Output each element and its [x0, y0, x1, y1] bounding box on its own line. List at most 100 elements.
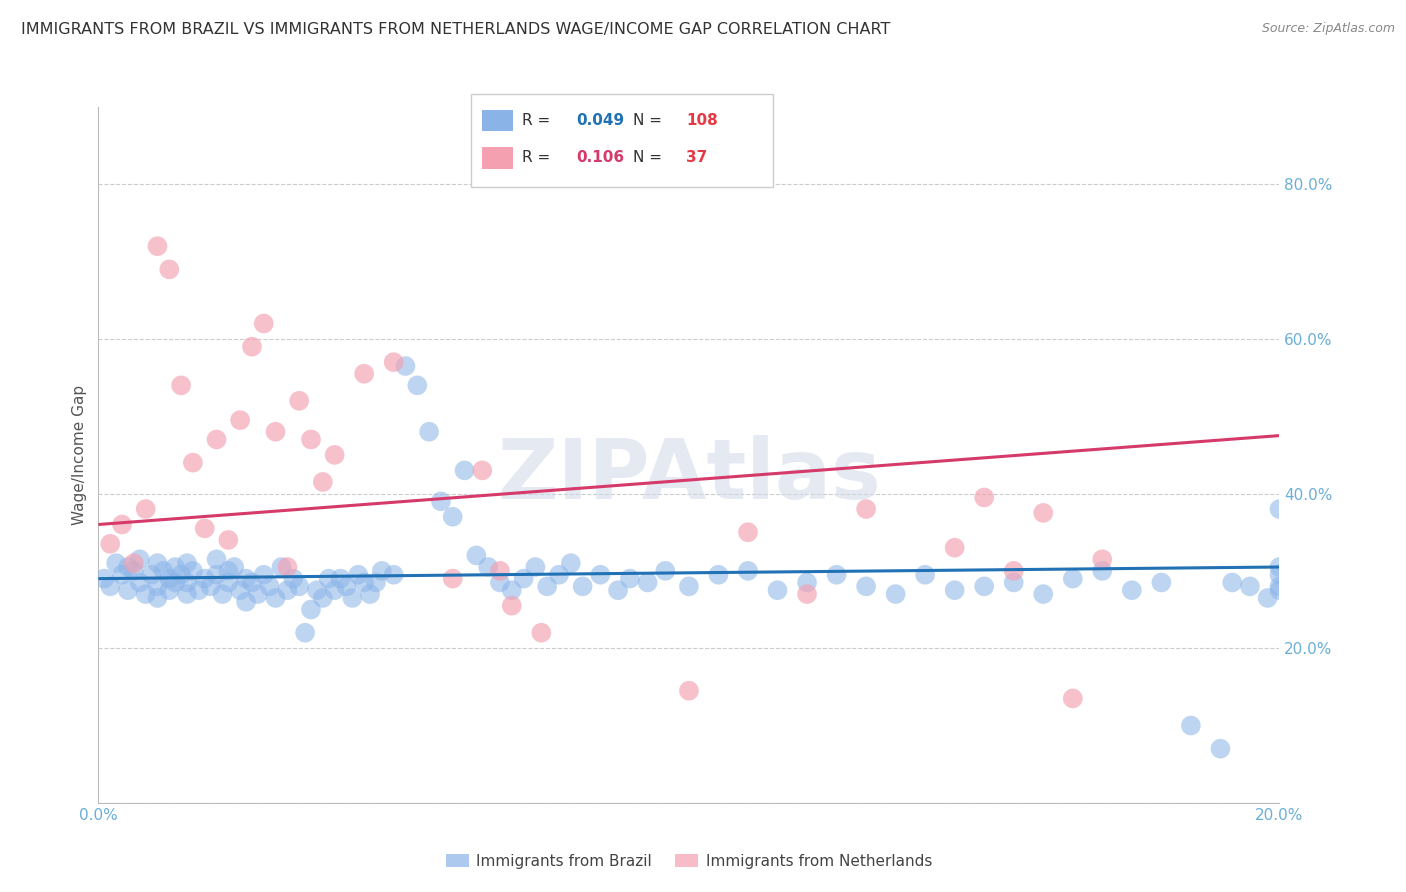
- Point: [394, 359, 416, 373]
- Point: [200, 579, 222, 593]
- Point: [323, 448, 346, 462]
- Point: [187, 583, 209, 598]
- Point: [1032, 506, 1054, 520]
- Point: [229, 413, 252, 427]
- Point: [146, 579, 169, 593]
- Point: [205, 433, 228, 447]
- Point: [501, 583, 523, 598]
- Point: [217, 533, 239, 547]
- Point: [1002, 564, 1025, 578]
- Point: [855, 502, 877, 516]
- Point: [353, 575, 375, 590]
- Point: [489, 564, 512, 578]
- Text: 108: 108: [686, 113, 718, 128]
- Text: N =: N =: [633, 151, 666, 165]
- Point: [312, 475, 335, 489]
- Point: [737, 564, 759, 578]
- Point: [418, 425, 440, 439]
- Point: [796, 575, 818, 590]
- Point: [1268, 579, 1291, 593]
- Y-axis label: Wage/Income Gap: Wage/Income Gap: [72, 384, 87, 525]
- Point: [973, 579, 995, 593]
- Point: [1268, 502, 1291, 516]
- Point: [128, 552, 150, 566]
- Text: 37: 37: [686, 151, 707, 165]
- Point: [299, 602, 322, 616]
- Point: [235, 595, 257, 609]
- Point: [855, 579, 877, 593]
- Point: [146, 556, 169, 570]
- Point: [943, 583, 966, 598]
- Point: [796, 587, 818, 601]
- Point: [217, 575, 239, 590]
- Point: [270, 560, 292, 574]
- Point: [240, 340, 263, 354]
- Point: [176, 556, 198, 570]
- Point: [1268, 567, 1291, 582]
- Point: [359, 587, 381, 601]
- Point: [122, 556, 145, 570]
- Point: [524, 560, 547, 574]
- Point: [105, 556, 128, 570]
- Point: [371, 564, 394, 578]
- Point: [235, 572, 257, 586]
- Text: IMMIGRANTS FROM BRAZIL VS IMMIGRANTS FROM NETHERLANDS WAGE/INCOME GAP CORRELATIO: IMMIGRANTS FROM BRAZIL VS IMMIGRANTS FRO…: [21, 22, 890, 37]
- Point: [211, 587, 233, 601]
- Point: [176, 587, 198, 601]
- Point: [501, 599, 523, 613]
- Point: [589, 567, 612, 582]
- Point: [135, 502, 157, 516]
- Point: [246, 587, 269, 601]
- Point: [312, 591, 335, 605]
- Point: [194, 572, 217, 586]
- Point: [194, 521, 217, 535]
- Point: [98, 579, 121, 593]
- Point: [943, 541, 966, 555]
- Point: [536, 579, 558, 593]
- Point: [825, 567, 848, 582]
- Point: [152, 564, 174, 578]
- Point: [117, 560, 139, 574]
- Point: [283, 572, 305, 586]
- Point: [1257, 591, 1279, 605]
- Text: 0.106: 0.106: [576, 151, 624, 165]
- Point: [224, 560, 246, 574]
- Point: [1091, 564, 1114, 578]
- Point: [1121, 583, 1143, 598]
- Point: [382, 567, 405, 582]
- Point: [157, 572, 180, 586]
- Point: [253, 567, 276, 582]
- Point: [342, 591, 364, 605]
- Point: [678, 579, 700, 593]
- Point: [146, 591, 169, 605]
- Point: [453, 463, 475, 477]
- Point: [264, 425, 287, 439]
- Point: [276, 560, 298, 574]
- Point: [489, 575, 512, 590]
- Text: 0.049: 0.049: [576, 113, 624, 128]
- Point: [678, 683, 700, 698]
- Point: [294, 625, 316, 640]
- Point: [619, 572, 641, 586]
- Point: [766, 583, 789, 598]
- Text: R =: R =: [522, 151, 555, 165]
- Point: [1091, 552, 1114, 566]
- Point: [276, 583, 298, 598]
- Point: [299, 433, 322, 447]
- Point: [288, 393, 311, 408]
- Point: [170, 378, 193, 392]
- Point: [205, 552, 228, 566]
- Point: [914, 567, 936, 582]
- Point: [1062, 691, 1084, 706]
- Point: [335, 579, 357, 593]
- Point: [1268, 560, 1291, 574]
- Point: [637, 575, 659, 590]
- Point: [530, 625, 553, 640]
- Point: [973, 491, 995, 505]
- Point: [165, 560, 187, 574]
- Legend: Immigrants from Brazil, Immigrants from Netherlands: Immigrants from Brazil, Immigrants from …: [440, 848, 938, 875]
- Point: [157, 583, 180, 598]
- Point: [229, 583, 252, 598]
- Point: [1062, 572, 1084, 586]
- Point: [512, 572, 534, 586]
